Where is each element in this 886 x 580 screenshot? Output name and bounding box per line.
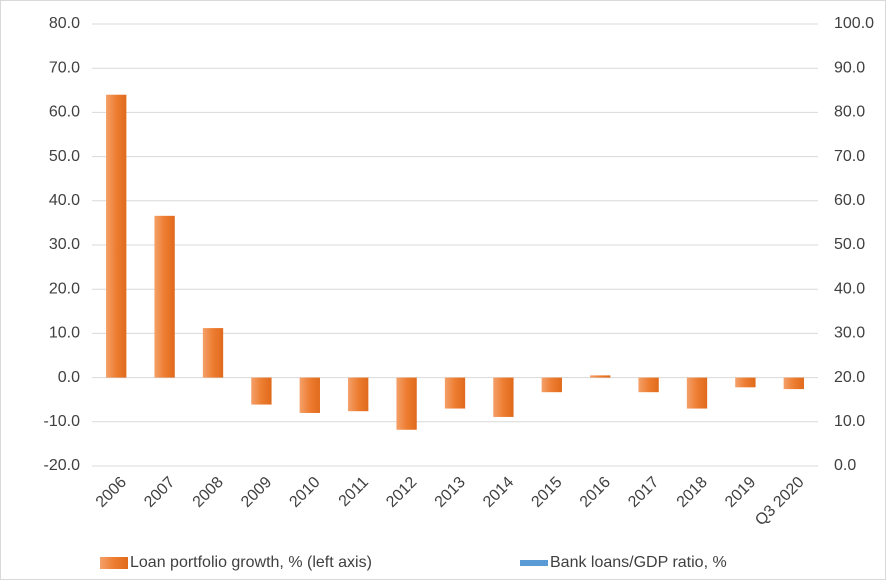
legend-label: Bank loans/GDP ratio, % xyxy=(550,554,727,571)
y2-tick-label: 10.0 xyxy=(834,413,865,430)
y-tick-label: 80.0 xyxy=(49,15,80,32)
y2-tick-label: 60.0 xyxy=(834,192,865,209)
bar xyxy=(590,375,611,378)
bar xyxy=(154,215,175,378)
y-tick-label: 0.0 xyxy=(58,369,80,386)
y2-tick-label: 90.0 xyxy=(834,59,865,76)
bar xyxy=(348,377,369,412)
y-tick-label: 30.0 xyxy=(49,236,80,253)
y-tick-label: 60.0 xyxy=(49,104,80,121)
y2-tick-label: 30.0 xyxy=(834,325,865,342)
y-tick-label: 40.0 xyxy=(49,192,80,209)
bar xyxy=(638,377,659,393)
bar xyxy=(251,377,272,405)
bar xyxy=(735,377,756,388)
bar xyxy=(493,377,514,417)
y2-tick-label: 100.0 xyxy=(834,15,874,32)
bar xyxy=(299,377,320,413)
y2-tick-label: 50.0 xyxy=(834,236,865,253)
y2-tick-label: 70.0 xyxy=(834,148,865,165)
bar xyxy=(444,377,466,409)
bar xyxy=(686,377,708,409)
bar xyxy=(783,377,804,390)
legend-swatch xyxy=(100,557,128,569)
y2-tick-label: 40.0 xyxy=(834,280,865,297)
legend-label: Loan portfolio growth, % (left axis) xyxy=(130,554,372,571)
bar xyxy=(106,94,127,378)
y-tick-label: -20.0 xyxy=(44,457,81,474)
y2-tick-label: 0.0 xyxy=(834,457,856,474)
y2-tick-label: 80.0 xyxy=(834,104,865,121)
y2-tick-label: 20.0 xyxy=(834,369,865,386)
y-tick-label: 10.0 xyxy=(49,325,80,342)
y-tick-label: 20.0 xyxy=(49,280,80,297)
y-tick-label: 50.0 xyxy=(49,148,80,165)
bar xyxy=(396,377,417,430)
bar xyxy=(202,328,224,378)
bar xyxy=(541,377,562,393)
y-tick-label: -10.0 xyxy=(44,413,81,430)
y-tick-label: 70.0 xyxy=(49,59,80,76)
